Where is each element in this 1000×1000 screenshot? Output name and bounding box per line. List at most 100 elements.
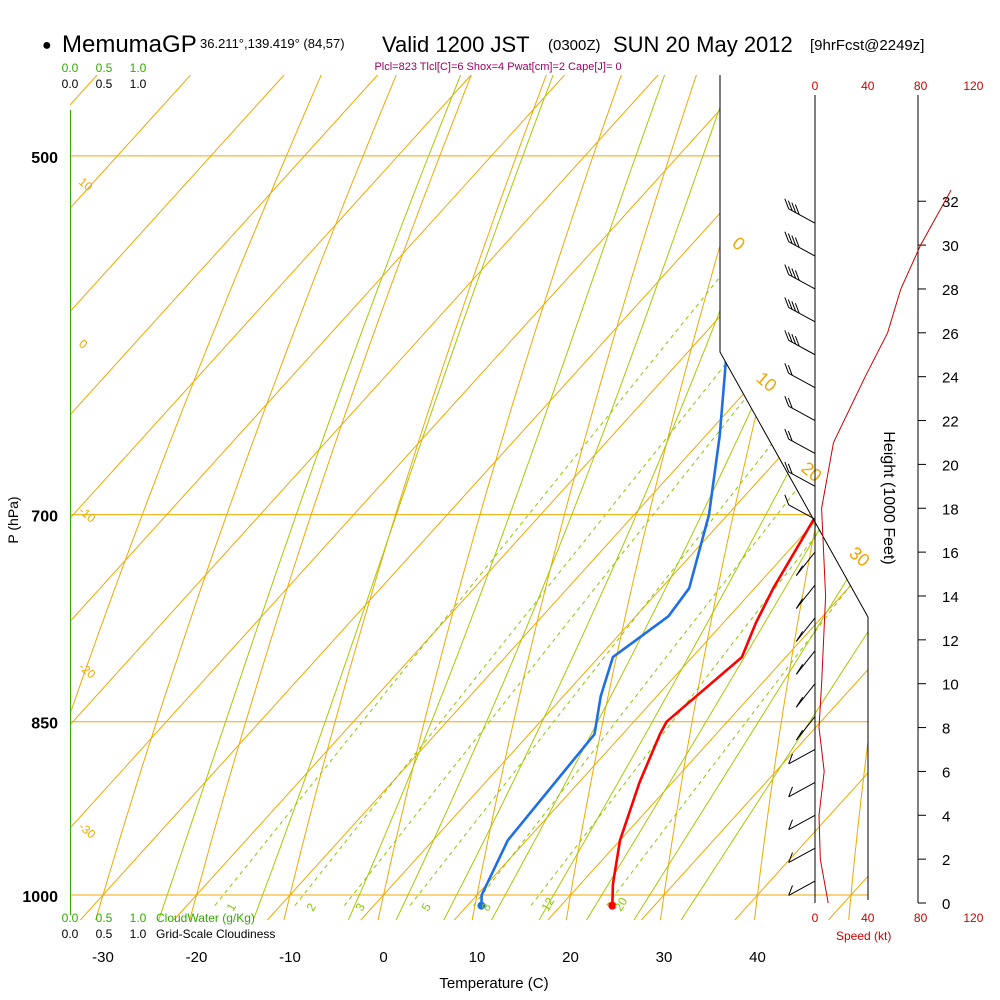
dry-adiabat-label: 20 [797, 458, 825, 486]
cloud-tick-label: 0.5 [96, 77, 113, 91]
dry-adiabat-label: 30 [845, 543, 873, 571]
wind-barb-flag [794, 237, 800, 248]
height-tick-label: 24 [942, 370, 959, 387]
surface-temperature-dot [608, 901, 617, 910]
cloudwater-label: CloudWater (g/Kg) [156, 911, 255, 925]
dry-adiabat-label: 10 [76, 175, 95, 195]
wind-barb [788, 405, 816, 421]
height-tick-label: 0 [942, 896, 950, 913]
mixing-ratio-line [606, 75, 868, 906]
cloud-tick-label: 1.0 [130, 77, 147, 91]
wind-barb-flag [784, 461, 790, 473]
height-tick-label: 20 [942, 457, 959, 474]
wind-barb-flag [795, 565, 804, 576]
dry-adiabat-label: -10 [76, 504, 99, 526]
temperature-tick-label: -20 [186, 949, 208, 966]
temperature-tick-label: 0 [379, 949, 387, 966]
wind-barb-flag [788, 852, 793, 863]
mixing-ratio-label: 8 [478, 900, 494, 913]
wind-barb [788, 847, 816, 863]
moist-adiabat [335, 75, 868, 920]
cloudiness-label: Grid-Scale Cloudiness [156, 927, 275, 941]
wind-panel [784, 95, 952, 904]
wind-barb-flag [787, 266, 793, 277]
frame-edge [719, 75, 869, 900]
mixing-ratio-line [530, 75, 868, 906]
wind-barb [795, 551, 816, 576]
wind-barb [788, 781, 816, 798]
wind-barb-flag [791, 202, 797, 213]
dry-adiabat [277, 75, 844, 920]
mixing-ratio-label: 20 [611, 895, 630, 914]
location-bullet: ● [42, 37, 52, 54]
cloud-tick-label: 0.0 [62, 927, 79, 941]
speed-tick-label: 40 [861, 911, 875, 925]
isotherm-line [547, 75, 868, 920]
dry-adiabat [845, 75, 868, 920]
wind-barb-flag [791, 334, 797, 345]
mixing-ratio-label: 2 [303, 900, 319, 913]
wind-barb [788, 880, 816, 896]
dry-adiabat [751, 75, 868, 920]
height-tick-label: 30 [942, 238, 959, 255]
wind-barb-flag [791, 235, 797, 246]
wind-barb-flag [795, 729, 804, 741]
speed-tick-label: 0 [812, 79, 819, 93]
cloud-tick-label: 0.0 [62, 911, 79, 925]
mixing-ratio-line [214, 75, 868, 906]
speed-tick-label: 40 [861, 79, 875, 93]
mixing-ratio-line [473, 75, 868, 906]
wind-barb-flag [795, 696, 804, 708]
isotherm-line [70, 75, 472, 920]
wind-barb-flag [791, 301, 797, 312]
wind-barb-flag [787, 233, 793, 244]
temperature-tick-label: -30 [92, 949, 114, 966]
height-tick-label: 16 [942, 545, 959, 562]
isotherm-line [922, 75, 1000, 920]
moist-adiabat [429, 75, 868, 920]
wind-barb-flag [787, 430, 793, 442]
wind-barb-flag [794, 270, 800, 281]
wind-barb [788, 749, 816, 765]
pressure-tick-label: 700 [31, 509, 58, 526]
wind-barb-flag [784, 330, 790, 341]
wind-barb-flag [788, 819, 793, 830]
height-tick-label: 18 [942, 501, 959, 518]
utc-time: (0300Z) [548, 37, 601, 54]
wind-barb [788, 372, 816, 389]
wind-barb-flag [784, 198, 790, 209]
height-tick-label: 2 [942, 852, 950, 869]
wind-barb [795, 617, 816, 642]
wind-barb-flag [787, 365, 793, 376]
dry-adiabat [656, 75, 868, 920]
isotherm-line [734, 75, 868, 920]
height-tick-label: 26 [942, 326, 959, 343]
wind-barb-flag [787, 332, 793, 343]
cloud-tick-label: 0.0 [62, 61, 79, 75]
height-tick-label: 22 [942, 414, 959, 431]
wind-barb-flag [784, 363, 790, 374]
frame [719, 75, 869, 900]
speed-tick-label: 80 [914, 79, 928, 93]
wind-barb-flag [795, 598, 804, 609]
background-grid [70, 75, 1000, 920]
location-coords: 36.211°,139.419° (84,57) [200, 36, 345, 51]
moist-adiabat [242, 75, 852, 920]
surface-dewpoint-dot [477, 901, 486, 910]
wind-barb [788, 241, 816, 257]
mixing-ratio-line [344, 75, 868, 906]
cloud-tick-label: 0.5 [96, 61, 113, 75]
mixing-ratio-label: 5 [418, 900, 434, 913]
dry-adiabat [561, 75, 868, 920]
dry-adiabat [466, 75, 868, 920]
height-tick-label: 28 [942, 282, 959, 299]
model-name: MemumaGP [62, 31, 197, 58]
isotherm-line [70, 75, 285, 920]
stability-indices: Plcl=823 Tlcl[C]=6 Shox=4 Pwat[cm]=2 Cap… [374, 61, 621, 73]
temperature-tick-label: 20 [562, 949, 579, 966]
isotherm-line [70, 75, 378, 920]
temperature-tick-label: 40 [749, 949, 766, 966]
isotherm-line [70, 75, 752, 920]
isotherm-line [828, 75, 868, 920]
